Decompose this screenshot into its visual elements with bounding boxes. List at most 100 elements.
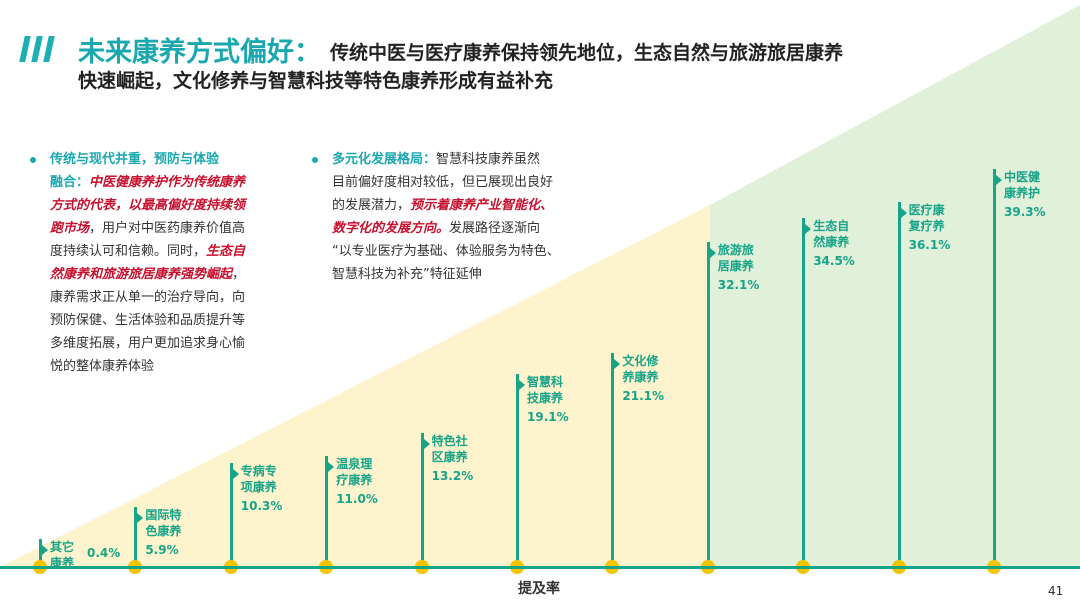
bar-arrow bbox=[900, 207, 907, 218]
bar-arrow bbox=[328, 461, 335, 472]
bar-value-label: 13.2% bbox=[431, 469, 474, 484]
bar-value-label: 21.1% bbox=[622, 389, 665, 404]
bar-stem bbox=[611, 353, 615, 567]
green-area bbox=[710, 5, 1080, 567]
bar-category-text: 医疗康 bbox=[908, 202, 945, 217]
bar-arrow bbox=[805, 223, 812, 234]
bar-stem bbox=[325, 455, 329, 567]
right-block-line: 数字化的发展方向。发展路径逐渐向 bbox=[332, 217, 592, 240]
bar-category-label: 国际特 色康养 bbox=[145, 507, 181, 539]
bar-value-label: 32.1% bbox=[717, 278, 760, 293]
bar-value-label: 11.0% bbox=[336, 491, 378, 506]
right-block-segment: 发展路径逐渐向 bbox=[449, 221, 541, 236]
bar-value-label: 5.9% bbox=[145, 543, 179, 558]
left-block-line: 度持续认可和信赖。同时，生态自 bbox=[50, 240, 275, 263]
x-axis-line bbox=[0, 566, 1080, 569]
bar-category-label: 智慧科 技康养 bbox=[527, 374, 563, 406]
bar-category-text: 旅游旅 bbox=[717, 243, 754, 258]
left-block-segment: 生态自 bbox=[206, 244, 246, 259]
yellow-area bbox=[0, 205, 710, 567]
right-bullet bbox=[312, 157, 318, 163]
bar-stem bbox=[229, 462, 233, 567]
bar-category-text: 居康养 bbox=[717, 259, 754, 274]
bar-stem bbox=[802, 217, 806, 567]
right-block-segment: 的发展潜力， bbox=[332, 198, 411, 213]
bar-category-label: 中医健 康养护 bbox=[1004, 169, 1040, 201]
left-block-segment: ，用户对中医药康养价值高 bbox=[89, 221, 246, 236]
bar-stem bbox=[897, 201, 901, 567]
bar-stem bbox=[993, 169, 996, 567]
bar-category-text: 温泉理 bbox=[336, 456, 373, 471]
right-block-segment: 预示着康养产业智能化、 bbox=[410, 198, 554, 213]
right-block-line: 目前偏好度相对较低，但已展现出良好 bbox=[332, 171, 592, 194]
bar-arrow bbox=[42, 545, 48, 555]
left-block-segment: 预防保健、生活体验和品质提升等 bbox=[50, 313, 246, 328]
bar-category-text: 专病专 bbox=[240, 463, 277, 478]
page-subtitle-line-1: 传统中医与医疗康养保持领先地位，生态自然与旅游旅居康养 bbox=[330, 42, 844, 64]
left-block-line: 然康养和旅游旅居康养强势崛起， bbox=[50, 263, 275, 286]
left-block-line: 方式的代表，以最高偏好度持续领 bbox=[50, 194, 275, 217]
bar-category-label: 温泉理 疗康养 bbox=[336, 456, 372, 488]
bar-value-label: 0.4% bbox=[87, 546, 121, 560]
bar-stem bbox=[134, 507, 138, 567]
bar-category-text: 疗康养 bbox=[336, 472, 373, 487]
bar-stem bbox=[706, 242, 710, 567]
page-subtitle-line-2: 快速崛起，文化修养与智慧科技等特色康养形成有益补充 bbox=[78, 70, 554, 92]
bar-arrow bbox=[232, 468, 239, 479]
right-block-segment: 多元化发展格局： bbox=[332, 152, 437, 167]
bar-category-text: 色康养 bbox=[145, 524, 182, 539]
bar-value-label: 19.1% bbox=[527, 409, 569, 424]
bar-category-text: 生态自 bbox=[813, 218, 850, 233]
right-block-line: 的发展潜力，预示着康养产业智能化、 bbox=[332, 194, 592, 217]
bar-category-text: 康养护 bbox=[1004, 186, 1041, 201]
bar-stem bbox=[516, 373, 519, 567]
bar-category-label: 旅游旅 居康养 bbox=[718, 242, 754, 274]
left-block-line: 悦的整体康养体验 bbox=[50, 355, 275, 378]
right-block-line: 智慧科技为补充”特征延伸 bbox=[332, 263, 592, 286]
bar-category-text: 国际特 bbox=[145, 508, 182, 523]
x-axis-label: 提及率 bbox=[518, 581, 560, 597]
page-title: 未来康养方式偏好： bbox=[78, 37, 321, 68]
right-block-line: “以专业医疗为基础、体验服务为特色、 bbox=[332, 240, 592, 263]
left-block-segment: 中医健康养护作为传统康养 bbox=[89, 175, 246, 190]
bar-category-text: 智慧科 bbox=[527, 374, 564, 389]
left-block-line: 融合：中医健康养护作为传统康养 bbox=[50, 171, 275, 194]
bar-category-text: 其它 bbox=[50, 540, 75, 554]
bar-arrow bbox=[614, 359, 621, 370]
bar-category-text: 项康养 bbox=[240, 479, 277, 494]
right-text-block: 多元化发展格局：智慧科技康养虽然 目前偏好度相对较低，但已展现出良好 的发展潜力，预… bbox=[332, 148, 592, 286]
page-number: 41 bbox=[1048, 584, 1064, 598]
bar-category-text: 复疗养 bbox=[908, 218, 945, 233]
left-block-line: 跑市场，用户对中医药康养价值高 bbox=[50, 217, 275, 240]
right-block-segment: 目前偏好度相对较低，但已展现出良好 bbox=[332, 175, 554, 190]
bar-stem bbox=[39, 539, 42, 567]
bar-category-label: 特色社 区康养 bbox=[432, 433, 468, 465]
left-block-segment: 跑市场 bbox=[50, 221, 90, 236]
left-block-segment: 多维度拓展，用户更加追求身心愉 bbox=[50, 336, 246, 351]
bar-value-label: 39.3% bbox=[1004, 205, 1046, 220]
bar-category-text: 特色社 bbox=[431, 434, 468, 449]
bar-arrow bbox=[423, 439, 430, 450]
bar-category-label: 专病专 项康养 bbox=[241, 463, 277, 495]
bar-value-label: 10.3% bbox=[240, 498, 283, 513]
bar-category-label: 医疗康 复疗养 bbox=[909, 202, 945, 234]
left-block-line: 多维度拓展，用户更加追求身心愉 bbox=[50, 332, 275, 355]
bar-category-text: 中医健 bbox=[1004, 170, 1041, 185]
bar-category-label: 文化修 养康养 bbox=[622, 353, 658, 385]
left-block-segment: 方式的代表，以最高偏好度持续领 bbox=[50, 198, 246, 213]
right-block-segment: 智慧科技为补充”特征延伸 bbox=[332, 267, 482, 282]
bar-category-text: 文化修 bbox=[622, 354, 659, 369]
bar-stem bbox=[420, 433, 424, 567]
left-text-block: 传统与现代并重，预防与体验 融合：中医健康养护作为传统康养 方式的代表，以最高偏好… bbox=[50, 148, 275, 378]
bar-category-text: 技康养 bbox=[527, 390, 564, 405]
left-block-segment: 融合： bbox=[50, 175, 90, 190]
left-block-segment: 悦的整体康养体验 bbox=[50, 359, 155, 374]
bar-value-label: 36.1% bbox=[908, 237, 951, 252]
left-block-segment: 度持续认可和信赖。同时， bbox=[50, 244, 207, 259]
left-block-segment: 然康养和旅游旅居康养强势崛起 bbox=[50, 267, 233, 282]
bar-category-text: 然康养 bbox=[813, 234, 850, 249]
bar-value-label: 34.5% bbox=[813, 253, 855, 268]
bar-arrow bbox=[709, 248, 716, 259]
left-bullet bbox=[30, 157, 36, 163]
bar-category-text: 区康养 bbox=[431, 450, 468, 465]
